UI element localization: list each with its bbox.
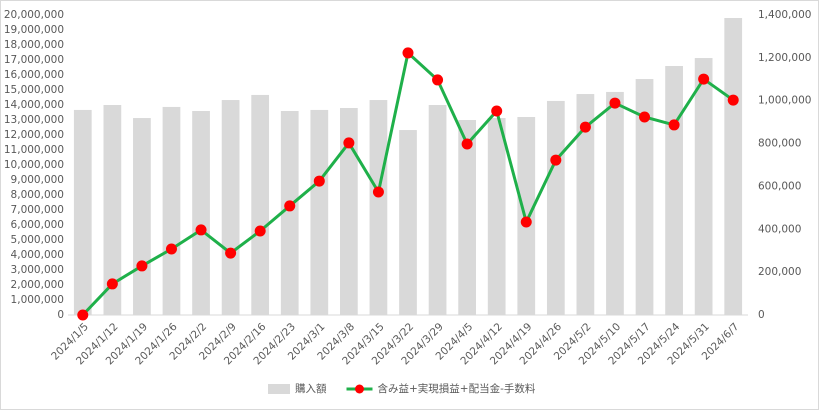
- bar: [192, 111, 210, 315]
- bar: [546, 100, 565, 315]
- line-marker: [639, 111, 651, 123]
- line-marker: [313, 175, 325, 187]
- y-tick-label: 13,000,000: [4, 114, 64, 126]
- y-tick-label: 3,000,000: [11, 264, 64, 276]
- bar: [369, 100, 388, 315]
- y-tick-label: 4,000,000: [11, 249, 64, 261]
- y2-tick-label: 200,000: [758, 266, 801, 278]
- y-tick-label: 20,000,000: [4, 9, 64, 21]
- y-tick-label: 19,000,000: [4, 24, 64, 36]
- y2-tick-label: 1,400,000: [758, 9, 811, 21]
- bar: [103, 105, 122, 315]
- bar: [428, 105, 447, 315]
- y-tick-label: 18,000,000: [4, 39, 64, 51]
- y-tick-label: 9,000,000: [11, 174, 64, 186]
- y2-tick-label: 1,200,000: [758, 52, 811, 64]
- line-marker: [165, 243, 177, 255]
- y2-tick-label: 800,000: [758, 138, 801, 150]
- y-tick-label: 8,000,000: [11, 189, 64, 201]
- y-tick-label: 7,000,000: [11, 204, 64, 216]
- y-tick-label: 1,000,000: [11, 294, 64, 306]
- line-marker: [461, 138, 473, 150]
- line-marker: [491, 105, 503, 117]
- line-marker: [106, 278, 118, 290]
- y-tick-label: 15,000,000: [4, 84, 64, 96]
- line-marker: [727, 94, 739, 106]
- bar: [221, 100, 240, 315]
- line-marker: [195, 224, 207, 236]
- bar: [517, 117, 536, 315]
- y-tick-label: 17,000,000: [4, 54, 64, 66]
- bar: [280, 111, 299, 315]
- line-marker: [284, 200, 296, 212]
- bar: [162, 106, 181, 315]
- bar: [399, 130, 417, 315]
- bar: [251, 94, 270, 315]
- line-marker: [698, 73, 710, 85]
- y-tick-label: 5,000,000: [11, 234, 64, 246]
- y-tick-label: 11,000,000: [4, 144, 64, 156]
- bar: [665, 66, 683, 315]
- y-tick-label: 10,000,000: [4, 159, 64, 171]
- bar: [133, 118, 151, 315]
- bar: [487, 118, 506, 315]
- bar: [73, 109, 92, 315]
- y2-tick-label: 0: [758, 309, 765, 321]
- line-marker: [372, 186, 384, 198]
- y-tick-label: 16,000,000: [4, 69, 64, 81]
- line-marker: [254, 225, 266, 237]
- y2-tick-label: 1,000,000: [758, 95, 811, 107]
- bar: [694, 58, 713, 316]
- bar: [576, 94, 595, 315]
- bar: [458, 120, 476, 315]
- y2-tick-label: 600,000: [758, 180, 801, 192]
- line-marker: [668, 119, 680, 131]
- legend-label: 含み益+実現損益+配当金-手数料: [378, 382, 536, 395]
- line-marker: [402, 47, 414, 59]
- y2-tick-label: 400,000: [758, 223, 801, 235]
- line-marker: [343, 137, 355, 149]
- line-marker: [550, 154, 562, 166]
- bar: [340, 108, 358, 315]
- line-marker: [520, 216, 532, 228]
- line-marker: [609, 97, 621, 109]
- legend-swatch: [268, 384, 290, 394]
- bar: [606, 91, 624, 315]
- line-marker: [432, 74, 444, 86]
- y-tick-label: 2,000,000: [11, 279, 64, 291]
- legend-label: 購入額: [295, 382, 327, 395]
- y-tick-label: 0: [57, 309, 64, 321]
- bar: [310, 109, 329, 315]
- y-tick-label: 6,000,000: [11, 219, 64, 231]
- y-tick-label: 12,000,000: [4, 129, 64, 141]
- bar: [635, 79, 654, 315]
- line-marker: [77, 309, 89, 321]
- line-marker: [579, 121, 591, 133]
- y-tick-label: 14,000,000: [4, 99, 64, 111]
- line-marker: [225, 247, 237, 259]
- line-marker: [136, 260, 148, 272]
- bar: [724, 18, 743, 315]
- legend-marker: [355, 384, 364, 394]
